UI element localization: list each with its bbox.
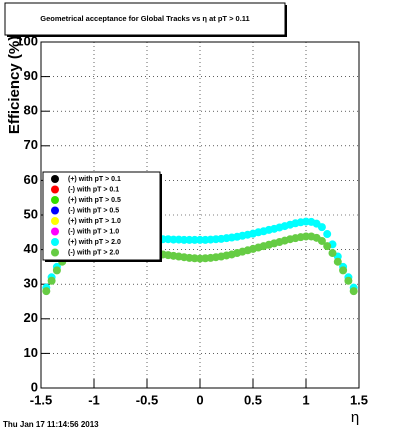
legend-marker xyxy=(51,217,59,225)
data-point xyxy=(317,223,326,232)
legend-box xyxy=(42,171,161,261)
legend-label: (+) with pT > 0.5 xyxy=(68,197,121,204)
x-axis-label: η xyxy=(351,409,359,426)
x-tick-label: 0.5 xyxy=(244,392,262,407)
y-tick-label: 80 xyxy=(24,103,38,118)
legend-marker xyxy=(51,248,59,257)
x-tick-label: 1 xyxy=(302,392,309,407)
y-tick-label: 10 xyxy=(24,345,38,360)
x-tick-label: -1 xyxy=(88,392,100,407)
legend-marker xyxy=(51,238,59,246)
x-tick-label: -0.5 xyxy=(136,392,158,407)
data-point xyxy=(339,266,348,275)
y-axis-label: Efficiency (%) xyxy=(6,36,23,134)
data-point xyxy=(323,230,332,239)
legend-marker xyxy=(51,185,59,194)
chart-title: Geometrical acceptance for Global Tracks… xyxy=(40,14,249,23)
legend-marker xyxy=(51,196,59,204)
legend-label: (-) with pT > 0.5 xyxy=(68,207,119,214)
legend-marker xyxy=(51,227,59,236)
data-point xyxy=(328,249,337,258)
data-point xyxy=(323,242,332,251)
data-point xyxy=(349,287,358,296)
y-tick-label: 70 xyxy=(24,137,38,152)
x-tick-label: 0 xyxy=(196,392,203,407)
legend-label: (-) with pT > 2.0 xyxy=(68,249,119,256)
footer-date: Thu Jan 17 11:14:56 2013 xyxy=(3,420,99,429)
legend-label: (+) with pT > 1.0 xyxy=(68,218,121,225)
x-tick-label: -1.5 xyxy=(30,392,52,407)
data-point xyxy=(317,236,326,245)
data-point xyxy=(333,257,342,266)
data-point xyxy=(47,276,56,285)
data-point xyxy=(52,266,61,275)
y-tick-label: 100 xyxy=(16,33,38,48)
y-tick-label: 40 xyxy=(24,241,38,256)
y-tick-label: 0 xyxy=(31,379,38,394)
legend-label: (+) with pT > 0.1 xyxy=(68,176,121,183)
title-box xyxy=(4,2,286,36)
y-tick-label: 50 xyxy=(24,206,38,221)
y-tick-label: 30 xyxy=(24,276,38,291)
axes-frame xyxy=(40,41,360,389)
legend-marker xyxy=(51,175,59,183)
legend-label: (-) with pT > 1.0 xyxy=(68,228,119,235)
y-tick-label: 90 xyxy=(24,68,38,83)
legend-label: (-) with pT > 0.1 xyxy=(68,186,119,193)
y-tick-label: 60 xyxy=(24,172,38,187)
y-tick-label: 20 xyxy=(24,310,38,325)
x-tick-label: 1.5 xyxy=(350,392,368,407)
data-point xyxy=(42,287,51,296)
data-point xyxy=(344,276,353,285)
legend-marker xyxy=(51,206,59,215)
legend-label: (+) with pT > 2.0 xyxy=(68,239,121,246)
